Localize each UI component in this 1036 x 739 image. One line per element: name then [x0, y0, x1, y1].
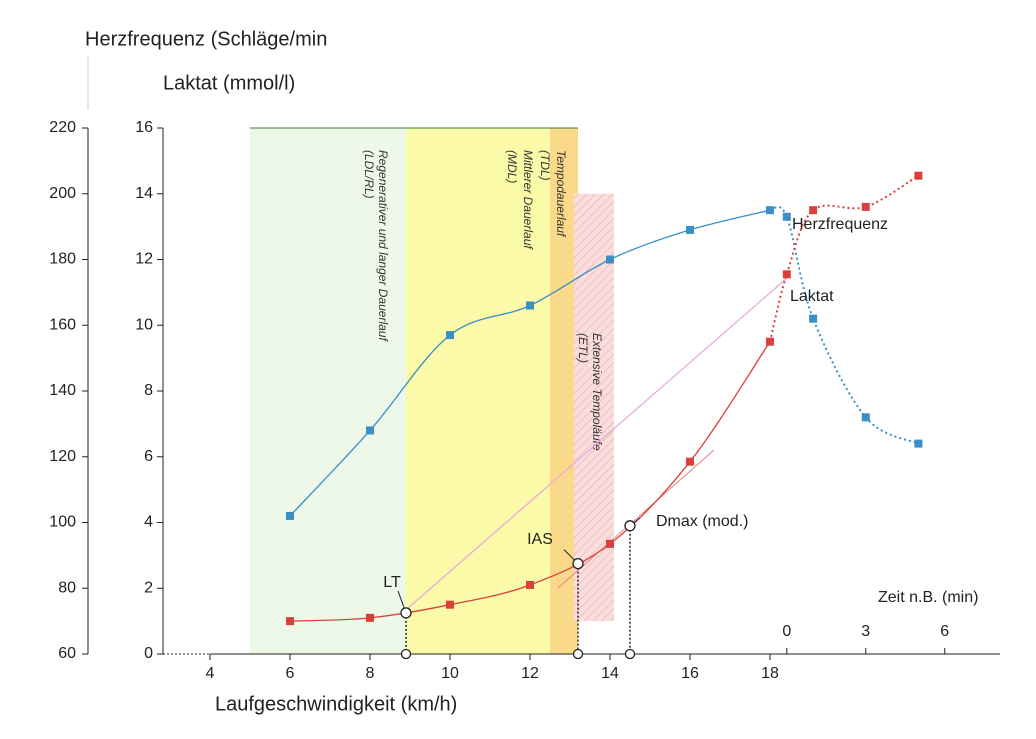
recovery-line: [769, 206, 919, 445]
y-tick-label: 0: [144, 645, 153, 662]
marker: [766, 206, 774, 215]
y2-tick-label: 120: [49, 448, 76, 465]
y-tick-label: 2: [144, 579, 153, 596]
recovery-marker: [782, 212, 791, 221]
threshold-axis-point: [572, 648, 584, 660]
y-tick-label: 4: [144, 514, 153, 531]
marker: [606, 255, 614, 264]
y-tick-label: 12: [135, 251, 153, 268]
recovery-marker: [809, 206, 818, 215]
threshold-point: [572, 557, 584, 570]
recovery-tick-label: 0: [782, 623, 791, 640]
threshold-label: LT: [383, 574, 401, 591]
y-tick-label: 6: [144, 448, 153, 465]
recovery-marker: [809, 314, 818, 323]
y2-tick-label: 160: [49, 316, 76, 333]
series-label: Herzfrequenz: [792, 216, 888, 233]
y-tick-label: 14: [135, 185, 153, 202]
x-tick-label: 10: [441, 665, 459, 682]
marker: [286, 511, 294, 520]
zone-label: (MDL): [505, 150, 519, 183]
zone-label: (ETL): [576, 333, 590, 363]
marker: [366, 613, 374, 622]
threshold-axis-point: [624, 648, 636, 660]
tangent-line: [557, 449, 715, 589]
x-tick-label: 14: [601, 665, 619, 682]
lactate-axis-title: Laktat (mmol/l): [163, 72, 295, 94]
recovery-tick-label: 6: [940, 623, 949, 640]
recovery-marker: [782, 270, 791, 279]
zone: [406, 128, 550, 654]
marker: [366, 426, 374, 435]
threshold-point: [400, 607, 412, 619]
marker: [286, 617, 294, 626]
x-tick-label: 18: [761, 665, 779, 682]
hr-axis-title: Herzfrequenz (Schläge/min: [85, 28, 327, 50]
marker: [686, 457, 694, 466]
x-tick-label: 8: [366, 665, 375, 682]
y-tick-label: 10: [135, 316, 153, 333]
recovery-marker: [914, 171, 923, 180]
zone-hatch: [574, 193, 614, 622]
zone-label: (TDL): [538, 150, 552, 181]
zone-label: Tempodauerlauf: [554, 150, 568, 238]
recovery-marker: [914, 439, 923, 448]
dmax-line: [407, 277, 788, 609]
recovery-axis-title: Zeit n.B. (min): [878, 589, 978, 606]
recovery-marker: [861, 202, 870, 211]
y2-tick-label: 140: [49, 382, 76, 399]
zone: [250, 128, 406, 654]
x-tick-label: 16: [681, 665, 699, 682]
marker: [446, 331, 454, 340]
series-label: Laktat: [790, 288, 834, 305]
y2-tick-label: 100: [49, 514, 76, 531]
recovery-marker: [861, 413, 870, 422]
zone-label: Regenerativer und langer Dauerlauf: [376, 150, 390, 342]
x-tick-label: 6: [286, 665, 295, 682]
zones: Regenerativer und langer Dauerlauf(LDL/R…: [250, 127, 614, 654]
threshold-point: [624, 520, 636, 532]
y2-tick-label: 180: [49, 251, 76, 268]
marker: [686, 225, 694, 234]
recovery-line: [769, 174, 919, 342]
y2-tick-label: 220: [49, 119, 76, 136]
zone-label: Mittlerer Dauerlauf: [521, 150, 535, 250]
x-axis-title: Laufgeschwindigkeit (km/h): [215, 693, 457, 715]
marker: [526, 580, 534, 589]
threshold-label: Dmax (mod.): [656, 513, 748, 530]
zone-label: (LDL/RL): [362, 150, 376, 199]
threshold-label: IAS: [527, 531, 553, 548]
threshold-axis-point: [400, 648, 412, 660]
y2-tick-label: 80: [58, 579, 76, 596]
y2-tick-label: 60: [58, 645, 76, 662]
y-tick-label: 16: [135, 119, 153, 136]
marker: [526, 301, 534, 310]
marker: [446, 600, 454, 609]
y-tick-label: 8: [144, 382, 153, 399]
x-tick-label: 4: [206, 665, 215, 682]
recovery-tick-label: 3: [861, 623, 870, 640]
x-tick-label: 12: [521, 665, 539, 682]
zone-label: Extensive Tempoläufe: [590, 333, 604, 451]
marker: [766, 337, 774, 346]
series-line: [289, 341, 771, 622]
y2-tick-label: 200: [49, 185, 76, 202]
marker: [606, 539, 614, 548]
